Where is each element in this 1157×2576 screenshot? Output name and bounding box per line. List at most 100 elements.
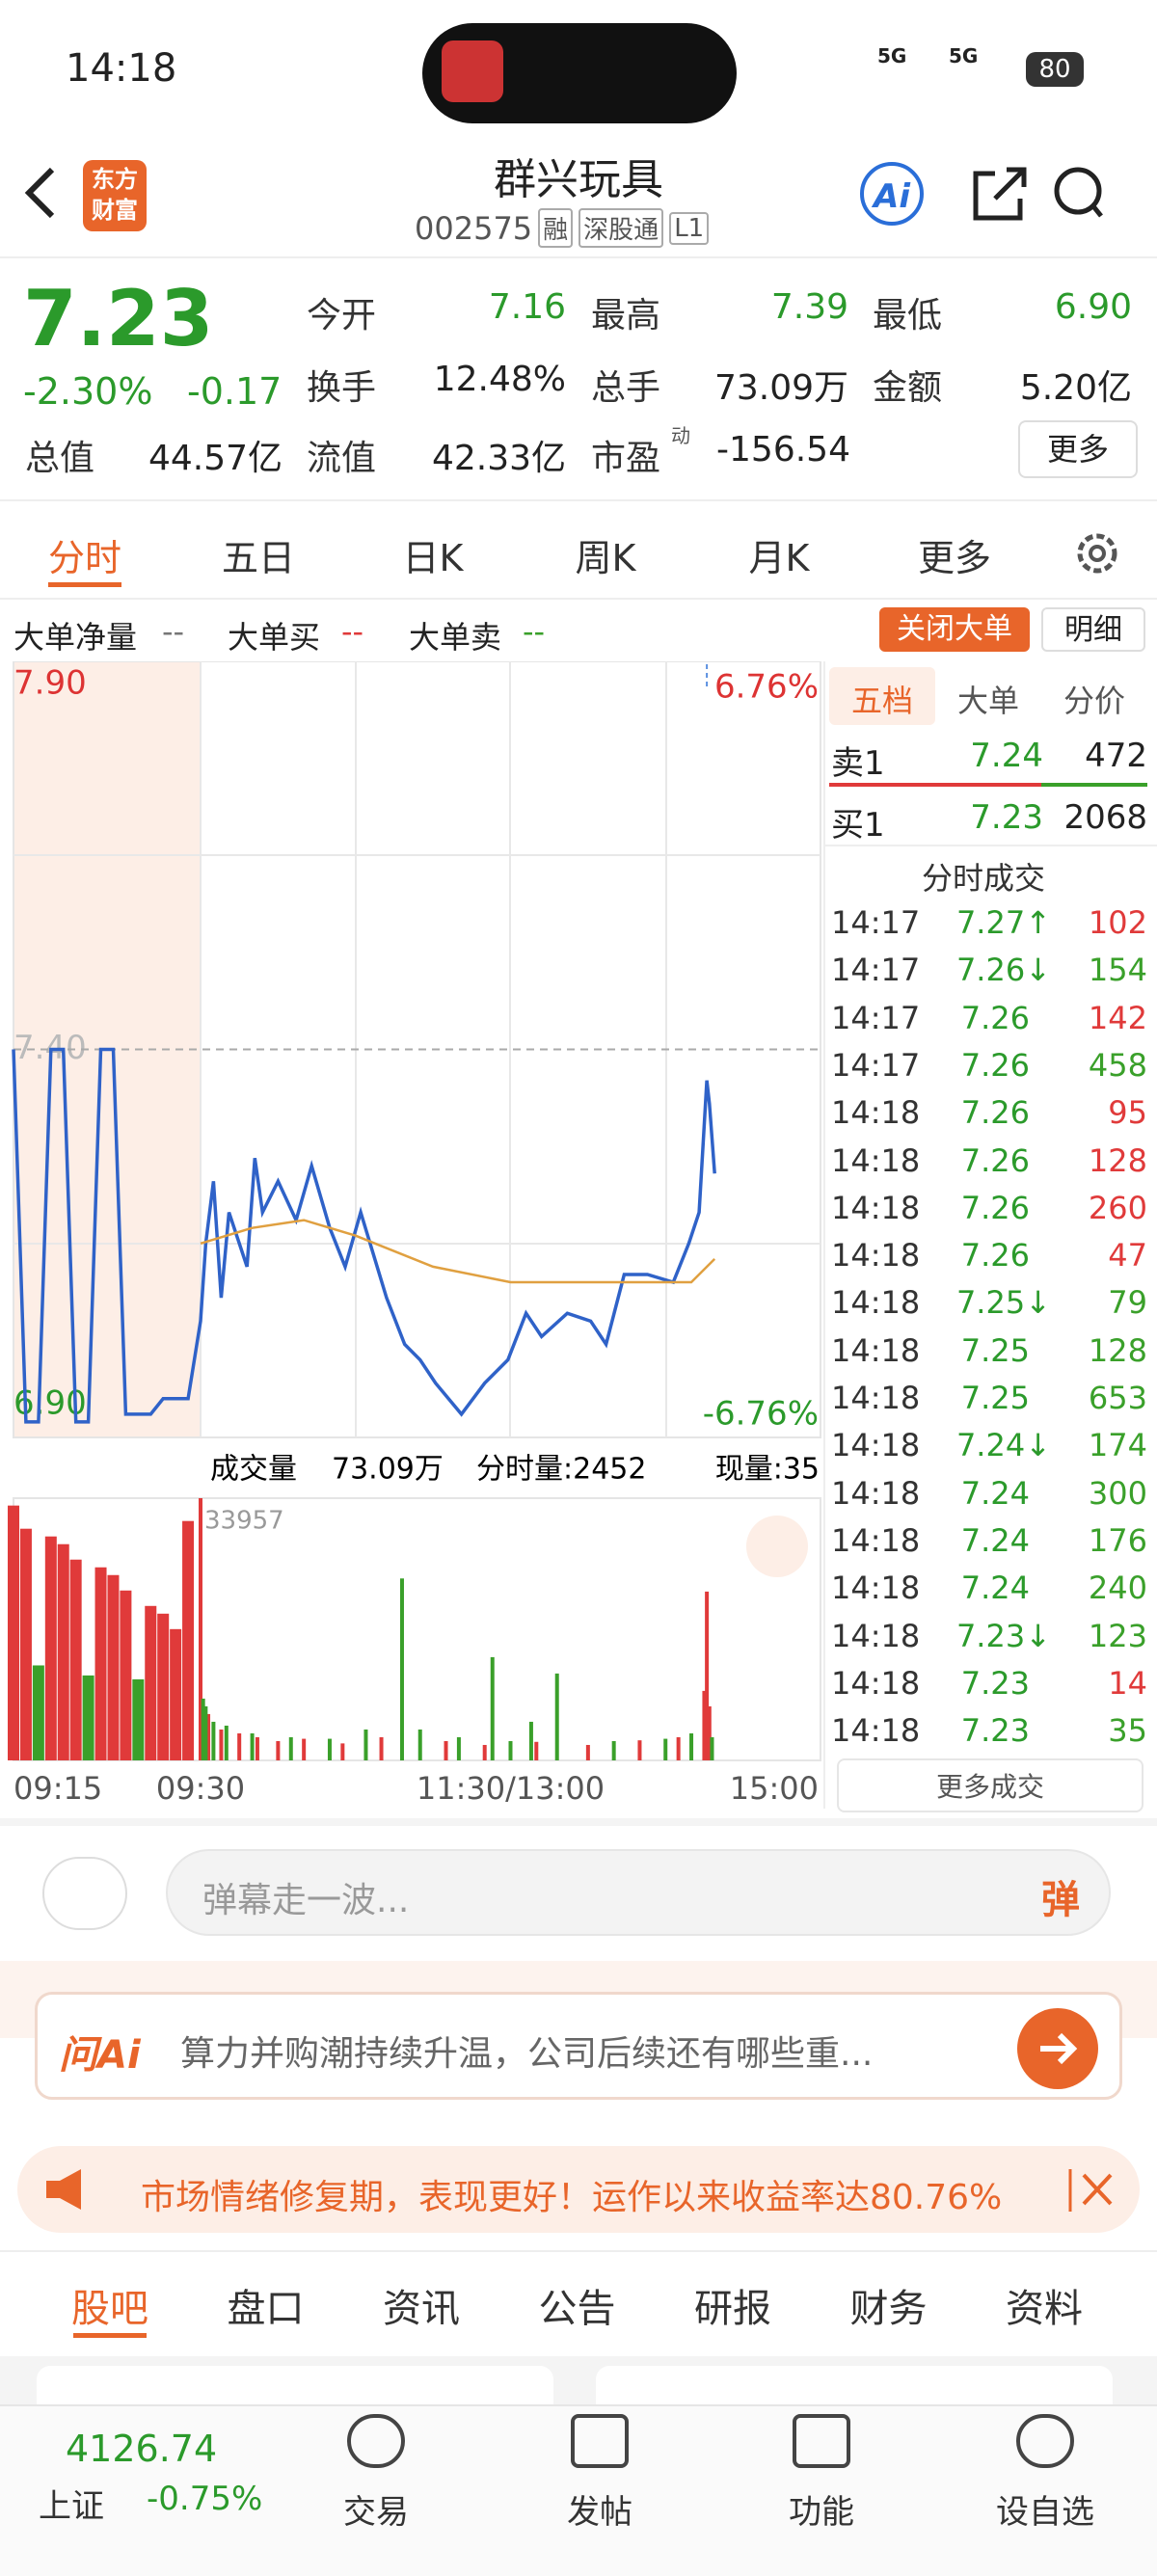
settings-icon[interactable] (1070, 526, 1124, 580)
trade-volume: 260 (1088, 1189, 1147, 1226)
more-button[interactable]: 更多 (1018, 420, 1138, 478)
status-time: 14:18 (66, 46, 177, 91)
ask-ai-send[interactable] (1017, 2008, 1098, 2089)
nav-label[interactable]: 设自选 (996, 2493, 1094, 2532)
x-tick-label: 11:30/13:00 (417, 1770, 605, 1807)
volume-total: 73.09万 (332, 1453, 444, 1487)
legend-label: 大单净量 (13, 619, 138, 656)
trade-volume: 142 (1088, 999, 1147, 1036)
trade-volume: 458 (1088, 1046, 1147, 1084)
volume-max: 33957 (204, 1507, 284, 1536)
trade-time: 14:17 (831, 1046, 921, 1084)
section-tab[interactable]: 股吧 (71, 2287, 148, 2331)
stat-value: 12.48% (433, 360, 566, 399)
section-tab[interactable]: 资料 (1006, 2287, 1083, 2331)
x-tick-label: 09:30 (156, 1770, 245, 1807)
line-average (200, 1219, 716, 1284)
stat-value: 7.39 (770, 287, 848, 327)
nav-icon[interactable] (1016, 2414, 1074, 2468)
trade-volume: 128 (1088, 1331, 1147, 1369)
comment-input[interactable]: 弹幕走一波... 弹 (166, 1849, 1111, 1936)
comment-send[interactable]: 弹 (1041, 1878, 1080, 1922)
trade-price: 7.24 (960, 1521, 1030, 1559)
volume-bar (710, 1736, 714, 1760)
period-tab[interactable]: 日K (402, 537, 464, 579)
trade-volume: 300 (1088, 1474, 1147, 1512)
logo-text: 东方 (92, 166, 138, 193)
trade-volume: 95 (1108, 1094, 1147, 1132)
index-change: -0.75% (147, 2480, 263, 2518)
nav-icon[interactable] (347, 2414, 405, 2468)
legend-dash: -- (341, 613, 364, 650)
volume-bar (417, 1729, 422, 1760)
app-icon (442, 40, 503, 102)
book-tab[interactable]: 分价 (1063, 683, 1125, 719)
book-side: 买1 (831, 806, 885, 845)
back-button[interactable] (21, 164, 60, 222)
trade-time: 14:17 (831, 952, 921, 989)
expand-button[interactable] (746, 1516, 808, 1577)
trade-volume: 123 (1088, 1617, 1147, 1654)
tag: 深股通 (578, 208, 664, 248)
section-tab[interactable]: 财务 (849, 2287, 928, 2331)
more-trades[interactable]: 更多成交 (837, 1758, 1144, 1812)
volume-bar (211, 1721, 216, 1760)
change: -0.17 (187, 370, 283, 413)
section-tab[interactable]: 盘口 (227, 2287, 305, 2331)
volume-bar (399, 1578, 404, 1760)
stat-label: 市盈 (591, 439, 661, 478)
period-tab[interactable]: 月K (748, 537, 810, 579)
nav-icon[interactable] (571, 2414, 629, 2468)
book-price: 7.23 (970, 798, 1043, 837)
detail-button[interactable]: 明细 (1041, 607, 1145, 652)
period-tab[interactable]: 更多 (917, 537, 991, 579)
volume-bar (19, 1528, 32, 1760)
section-tab[interactable]: 研报 (694, 2287, 771, 2331)
volume-bar (663, 1738, 668, 1760)
stat-label: 金额 (873, 368, 943, 408)
trade-volume: 176 (1088, 1521, 1147, 1559)
period-tab[interactable]: 分时 (47, 537, 121, 579)
volume-bar (69, 1559, 82, 1760)
trade-time: 14:18 (831, 1427, 921, 1464)
close-big-order[interactable]: 关闭大单 (879, 607, 1030, 652)
ask-ai-question: 算力并购潮持续升温，公司后续还有哪些重... (180, 2034, 874, 2074)
nav-label[interactable]: 功能 (789, 2493, 854, 2532)
trade-price: 7.25 (960, 1380, 1030, 1416)
trade-price: 7.24↓ (955, 1427, 1051, 1464)
section-tab[interactable]: 公告 (538, 2287, 616, 2331)
volume-bar (288, 1736, 293, 1760)
stat-value: 73.09万 (713, 368, 848, 408)
price: 7.23 (23, 274, 214, 363)
trade-price: 7.26 (960, 1189, 1030, 1226)
volume-bar (182, 1520, 195, 1760)
nav-icon[interactable] (793, 2414, 850, 2468)
trades-title[interactable]: 分时成交 (922, 860, 1046, 897)
divider (823, 661, 825, 1809)
section-tab[interactable]: 资讯 (383, 2287, 460, 2331)
book-tab[interactable]: 五档 (850, 683, 913, 719)
volume-bar (363, 1729, 368, 1760)
volume-bar (585, 1744, 590, 1760)
signal: 5G (949, 44, 979, 67)
volume-bar (44, 1536, 57, 1760)
banner[interactable]: 市场情绪修复期，表现更好！运作以来收益率达80.76% (17, 2146, 1140, 2233)
y-tick-label: 7.90 (13, 664, 87, 703)
period-tab[interactable]: 周K (575, 537, 636, 579)
volume-bar (201, 1698, 205, 1760)
period-tab[interactable]: 五日 (221, 537, 295, 579)
ai-button[interactable]: Ai (860, 162, 924, 226)
book-volume: 2068 (1063, 798, 1147, 837)
book-sep (825, 845, 1157, 846)
volume-bar (707, 1705, 712, 1760)
volume-bar (250, 1732, 255, 1760)
volume-bar (203, 1705, 208, 1760)
volume-bar (107, 1574, 120, 1760)
book-tab[interactable]: 大单 (956, 683, 1019, 719)
nav-label[interactable]: 发帖 (567, 2493, 632, 2532)
nav-label[interactable]: 交易 (343, 2493, 409, 2532)
stat-label: 最低 (873, 296, 943, 335)
comment-toggle[interactable] (42, 1857, 127, 1930)
ask-ai-box[interactable]: 问Ai 算力并购潮持续升温，公司后续还有哪些重... (35, 1992, 1122, 2100)
volume-bar (255, 1736, 259, 1760)
